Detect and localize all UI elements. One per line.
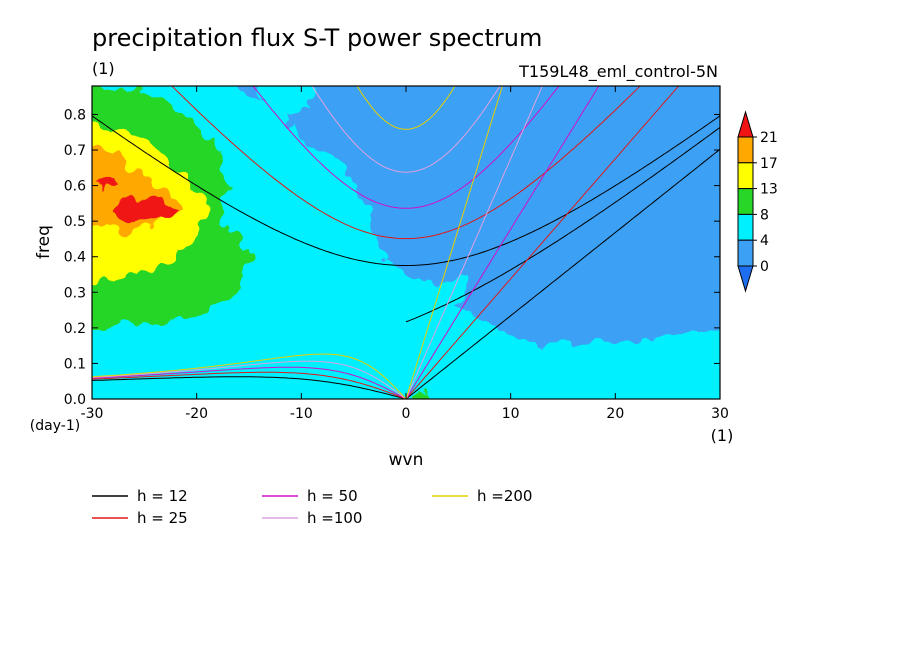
colorbar-extend-min [737, 265, 754, 293]
colorbar-label: 8 [760, 207, 769, 223]
power-field [92, 86, 720, 399]
field-level-4-8-right [468, 329, 720, 399]
colorbar-swatch [737, 136, 754, 164]
plot-area: -30 -20 -10 0 10 20 30 0.00.10.20.30.40.50.60.… [64, 85, 729, 422]
x-axis-label: wvn [389, 450, 424, 470]
x-tick-label: -20 [185, 406, 208, 422]
curve-h25-er [92, 371, 407, 399]
curve-h200-ig [356, 86, 456, 130]
legend-label: h = 12 [137, 487, 188, 505]
y-tick-label: 0.0 [64, 392, 86, 408]
y-tick-label: 0.3 [64, 285, 86, 301]
y-axis-label: freq [34, 225, 54, 259]
legend-label: h = 25 [137, 509, 188, 527]
curve-h200-kelvin [405, 86, 503, 399]
y-tick-label: 0.5 [64, 214, 86, 230]
curve-h100-er [92, 360, 407, 399]
y-tick-label: 0.1 [64, 356, 86, 372]
chart-subtitle-left: (1) [92, 59, 115, 78]
colorbar-label: 17 [760, 156, 778, 172]
curve-h50-ig [252, 86, 560, 209]
y-unit-label: (day-1) [30, 418, 80, 434]
x-tick-label: -10 [290, 406, 313, 422]
colorbar-swatch [737, 162, 754, 190]
colorbar: 21 17 13 8 4 0 [737, 110, 778, 293]
colorbar-label: 0 [760, 259, 769, 275]
legend-label: h =200 [477, 487, 532, 505]
curve-h25-kelvin [405, 86, 680, 399]
colorbar-swatch [737, 239, 754, 267]
colorbar-label: 13 [760, 182, 778, 198]
y-tick-label: 0.8 [64, 107, 86, 123]
field-level-8-13-origin [411, 388, 427, 399]
y-axis: 0.0 0.1 0.2 0.3 0.4 0.5 0.6 0.7 0.8 [64, 107, 720, 408]
colorbar-swatch [737, 188, 754, 215]
x-unit-label: (1) [711, 426, 734, 445]
curve-h100-ig [311, 86, 501, 173]
x-tick-label: 20 [606, 406, 624, 422]
x-tick-label: -30 [81, 406, 104, 422]
y-tick-label: 0.2 [64, 321, 86, 337]
curve-h50-kelvin [405, 86, 600, 399]
legend-label: h = 50 [307, 487, 358, 505]
curve-h100-kelvin [405, 86, 543, 399]
curve-h12-ig [92, 115, 720, 266]
curve-h12-kelvin [405, 148, 720, 399]
x-tick-label: 10 [502, 406, 520, 422]
x-tick-label: 30 [711, 406, 729, 422]
colorbar-swatch [737, 213, 754, 241]
curve-h200-er [92, 353, 407, 399]
colorbar-label: 4 [760, 233, 769, 249]
y-tick-label: 0.4 [64, 250, 86, 266]
colorbar-extend-max [737, 110, 754, 138]
field-level-4-8-top [261, 86, 312, 115]
x-axis: -30 -20 -10 0 10 20 30 [81, 86, 729, 422]
field-level-4-8-patch [416, 278, 469, 314]
curve-h12-mrg [405, 126, 720, 323]
legend-label: h =100 [307, 509, 362, 527]
field-level-4-8 [92, 86, 720, 399]
chart-title: precipitation flux S-T power spectrum [92, 24, 542, 52]
y-tick-label: 0.7 [64, 143, 86, 159]
field-level-gt21 [112, 196, 176, 222]
x-tick-label: 0 [402, 406, 411, 422]
curve-h12-er [92, 376, 407, 399]
curve-h25-ig [171, 86, 641, 240]
legend: h = 12 h = 25 h = 50 h =100 h =200 [92, 487, 532, 527]
dispersion-curves [92, 86, 720, 399]
colorbar-label: 21 [760, 130, 778, 146]
curve-h50-er [92, 366, 407, 399]
chart-subtitle-right: T159L48_eml_control-5N [518, 62, 718, 82]
y-tick-label: 0.6 [64, 179, 86, 195]
field-level-gt21-b [97, 174, 119, 190]
